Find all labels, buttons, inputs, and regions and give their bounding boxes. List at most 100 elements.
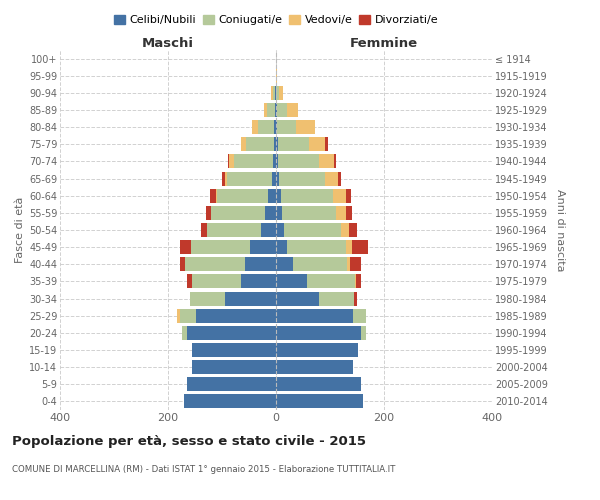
Bar <box>278 172 325 185</box>
Bar <box>319 292 354 306</box>
Bar <box>211 206 265 220</box>
Bar <box>337 206 346 220</box>
Legend: Celibi/Nubili, Coniugati/e, Vedovi/e, Divorziati/e: Celibi/Nubili, Coniugati/e, Vedovi/e, Di… <box>112 12 440 27</box>
Bar <box>275 103 276 117</box>
Bar <box>307 274 355 288</box>
Bar <box>250 240 276 254</box>
Bar <box>276 394 364 408</box>
Text: Popolazione per età, sesso e stato civile - 2015: Popolazione per età, sesso e stato civil… <box>12 435 366 448</box>
Bar <box>276 172 278 185</box>
Bar <box>180 258 185 272</box>
Bar <box>241 138 246 151</box>
Bar <box>296 120 315 134</box>
Bar <box>207 223 261 237</box>
Bar <box>276 343 358 357</box>
Bar <box>177 308 180 322</box>
Bar <box>228 154 229 168</box>
Bar <box>287 240 346 254</box>
Bar <box>334 154 337 168</box>
Bar <box>241 274 276 288</box>
Bar <box>355 274 356 288</box>
Bar <box>352 240 368 254</box>
Bar <box>319 154 334 168</box>
Bar <box>346 188 350 202</box>
Bar <box>210 188 215 202</box>
Bar <box>190 292 225 306</box>
Bar <box>349 223 357 237</box>
Bar <box>350 258 361 272</box>
Bar <box>274 120 276 134</box>
Bar <box>246 138 274 151</box>
Bar <box>276 86 278 100</box>
Bar <box>271 86 273 100</box>
Text: Femmine: Femmine <box>350 37 418 50</box>
Bar <box>274 138 276 151</box>
Bar <box>261 223 276 237</box>
Bar <box>276 68 277 82</box>
Bar <box>187 274 193 288</box>
Bar <box>276 274 307 288</box>
Bar <box>191 240 250 254</box>
Bar <box>276 292 319 306</box>
Bar <box>283 206 337 220</box>
Bar <box>346 240 352 254</box>
Bar <box>258 120 274 134</box>
Bar <box>187 378 276 392</box>
Bar <box>347 258 350 272</box>
Bar <box>227 172 272 185</box>
Bar <box>325 138 328 151</box>
Bar <box>353 308 366 322</box>
Bar <box>225 292 276 306</box>
Bar <box>278 86 283 100</box>
Bar <box>182 326 187 340</box>
Bar <box>356 274 361 288</box>
Bar <box>341 223 349 237</box>
Bar <box>180 308 196 322</box>
Bar <box>361 326 365 340</box>
Bar <box>268 188 276 202</box>
Bar <box>309 138 325 151</box>
Y-axis label: Fasce di età: Fasce di età <box>14 197 25 263</box>
Bar <box>265 206 276 220</box>
Bar <box>277 120 296 134</box>
Bar <box>287 103 298 117</box>
Bar <box>274 154 276 168</box>
Bar <box>325 172 338 185</box>
Bar <box>293 258 347 272</box>
Bar <box>276 206 283 220</box>
Bar <box>276 138 278 151</box>
Bar <box>217 188 268 202</box>
Bar <box>193 360 276 374</box>
Y-axis label: Anni di nascita: Anni di nascita <box>554 188 565 271</box>
Bar <box>276 378 361 392</box>
Bar <box>276 360 353 374</box>
Bar <box>193 274 241 288</box>
Text: COMUNE DI MARCELLINA (RM) - Dati ISTAT 1° gennaio 2015 - Elaborazione TUTTITALIA: COMUNE DI MARCELLINA (RM) - Dati ISTAT 1… <box>12 466 395 474</box>
Bar <box>281 188 332 202</box>
Bar <box>346 206 352 220</box>
Bar <box>196 308 276 322</box>
Bar <box>276 326 361 340</box>
Bar <box>276 120 277 134</box>
Bar <box>276 188 281 202</box>
Bar <box>267 103 275 117</box>
Bar <box>278 154 319 168</box>
Bar <box>235 154 274 168</box>
Bar <box>332 188 346 202</box>
Bar <box>206 206 211 220</box>
Bar <box>276 103 277 117</box>
Bar <box>338 172 341 185</box>
Bar <box>277 103 287 117</box>
Bar <box>354 292 357 306</box>
Bar <box>276 308 353 322</box>
Bar <box>276 154 278 168</box>
Bar <box>184 394 276 408</box>
Bar <box>229 154 235 168</box>
Bar <box>187 326 276 340</box>
Bar <box>276 240 287 254</box>
Bar <box>225 172 227 185</box>
Bar <box>276 258 293 272</box>
Bar <box>272 172 276 185</box>
Bar <box>215 188 217 202</box>
Bar <box>284 223 341 237</box>
